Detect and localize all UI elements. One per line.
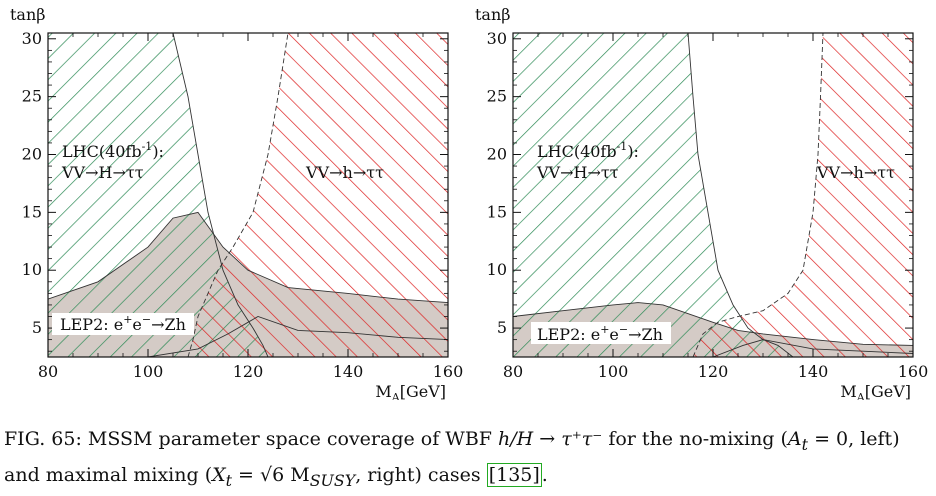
heavy-higgs-label-line2: VV→H→ττ (536, 163, 619, 182)
caption-math-a-end: = 0 (808, 428, 849, 450)
x-axis-label: MA[GeV] (375, 382, 446, 400)
y-axis-label: tanβ (10, 5, 46, 24)
figure-caption: FIG. 65: MSSM parameter space coverage o… (4, 424, 932, 496)
x-axis-label: MA[GeV] (840, 382, 911, 400)
x-tick-label: 160 (898, 362, 929, 381)
light-higgs-coverage-region (693, 33, 913, 357)
lep2-lower-boundary (513, 339, 913, 357)
caption-text-maxmix: and maximal mixing ( (4, 463, 213, 486)
x-tick-label: 80 (38, 362, 58, 381)
plot-area (513, 33, 913, 357)
caption-math-susy-sub: SUSY (309, 470, 356, 490)
caption-prefix: FIG. 65: MSSM parameter space coverage o… (4, 428, 498, 450)
y-tick-label: 25 (487, 87, 507, 106)
caption-line-1: FIG. 65: MSSM parameter space coverage o… (4, 424, 932, 460)
x-tick-label: 100 (133, 362, 164, 381)
lep2-boundary (513, 302, 913, 346)
plot-area (48, 33, 448, 357)
heavy-higgs-coverage-region (48, 33, 268, 357)
heavy-higgs-label-line1: LHC(40fb-1): (62, 140, 164, 161)
lep2-label-box (52, 313, 194, 335)
x-tick-label: 120 (233, 362, 264, 381)
y-tick-label: 20 (22, 145, 42, 164)
caption-math-a-sub: t (801, 434, 809, 454)
chart-panel-right: 80 100 120 140 160 5 10 15 20 25 30 tanβ MA[GeV] LHC(… (475, 5, 928, 400)
lep2-lower-boundary (48, 316, 448, 357)
caption-text-left: , left) (848, 428, 900, 450)
y-tick-label: 15 (487, 202, 507, 221)
x-tick-label: 100 (598, 362, 629, 381)
x-tick-label: 160 (433, 362, 464, 381)
caption-math-x: X (212, 463, 226, 486)
lep2-label: LEP2: e+e−→Zh (537, 323, 663, 344)
light-higgs-boundary (692, 33, 824, 357)
light-higgs-label: VV→h→ττ (305, 163, 384, 182)
y-tick-label: 15 (22, 202, 42, 221)
caption-text-nomix: for the no-mixing ( (602, 428, 788, 450)
y-axis-label: tanβ (475, 5, 511, 24)
lep2-label: LEP2: e+e−→Zh (60, 313, 186, 334)
caption-math-a: A (787, 428, 802, 450)
y-tick-label: 30 (487, 29, 507, 48)
heavy-higgs-label-line2: VV→H→ττ (61, 163, 144, 182)
light-higgs-label: VV→h→ττ (816, 163, 895, 182)
heavy-higgs-boundary (687, 33, 794, 357)
heavy-higgs-coverage-region (513, 33, 793, 357)
caption-end: . (541, 463, 548, 486)
caption-math-process: h/H → τ⁺τ⁻ (498, 428, 603, 450)
y-tick-label: 5 (32, 318, 42, 337)
caption-line-2: and maximal mixing (Xt = √6 MSUSY, right… (4, 460, 932, 496)
y-tick-label: 5 (497, 318, 507, 337)
heavy-higgs-label-line1: LHC(40fb-1): (537, 140, 639, 161)
heavy-higgs-boundary (172, 33, 269, 357)
x-tick-label: 140 (333, 362, 364, 381)
caption-text-right: , right) cases (355, 463, 487, 486)
x-tick-label: 80 (503, 362, 523, 381)
lep2-label-box (531, 322, 671, 344)
y-tick-label: 20 (487, 145, 507, 164)
figure: 80 100 120 140 160 5 10 15 20 25 30 tanβ MA[GeV] LHC(… (10, 5, 928, 400)
chart-panel-left: 80 100 120 140 160 5 10 15 20 25 30 tanβ MA[GeV] LHC(… (10, 5, 463, 400)
light-higgs-coverage-region (188, 33, 448, 357)
caption-math-x-mid: = √6 M (232, 463, 310, 486)
x-tick-label: 140 (798, 362, 829, 381)
citation-link[interactable]: [135] (486, 462, 542, 487)
light-higgs-boundary (187, 33, 289, 357)
x-tick-label: 120 (698, 362, 729, 381)
lep2-boundary (48, 211, 448, 304)
y-tick-label: 25 (22, 87, 42, 106)
y-tick-label: 30 (22, 29, 42, 48)
y-tick-label: 10 (487, 260, 507, 279)
caption-math-x-sub: t (225, 470, 233, 490)
y-tick-label: 10 (22, 260, 42, 279)
